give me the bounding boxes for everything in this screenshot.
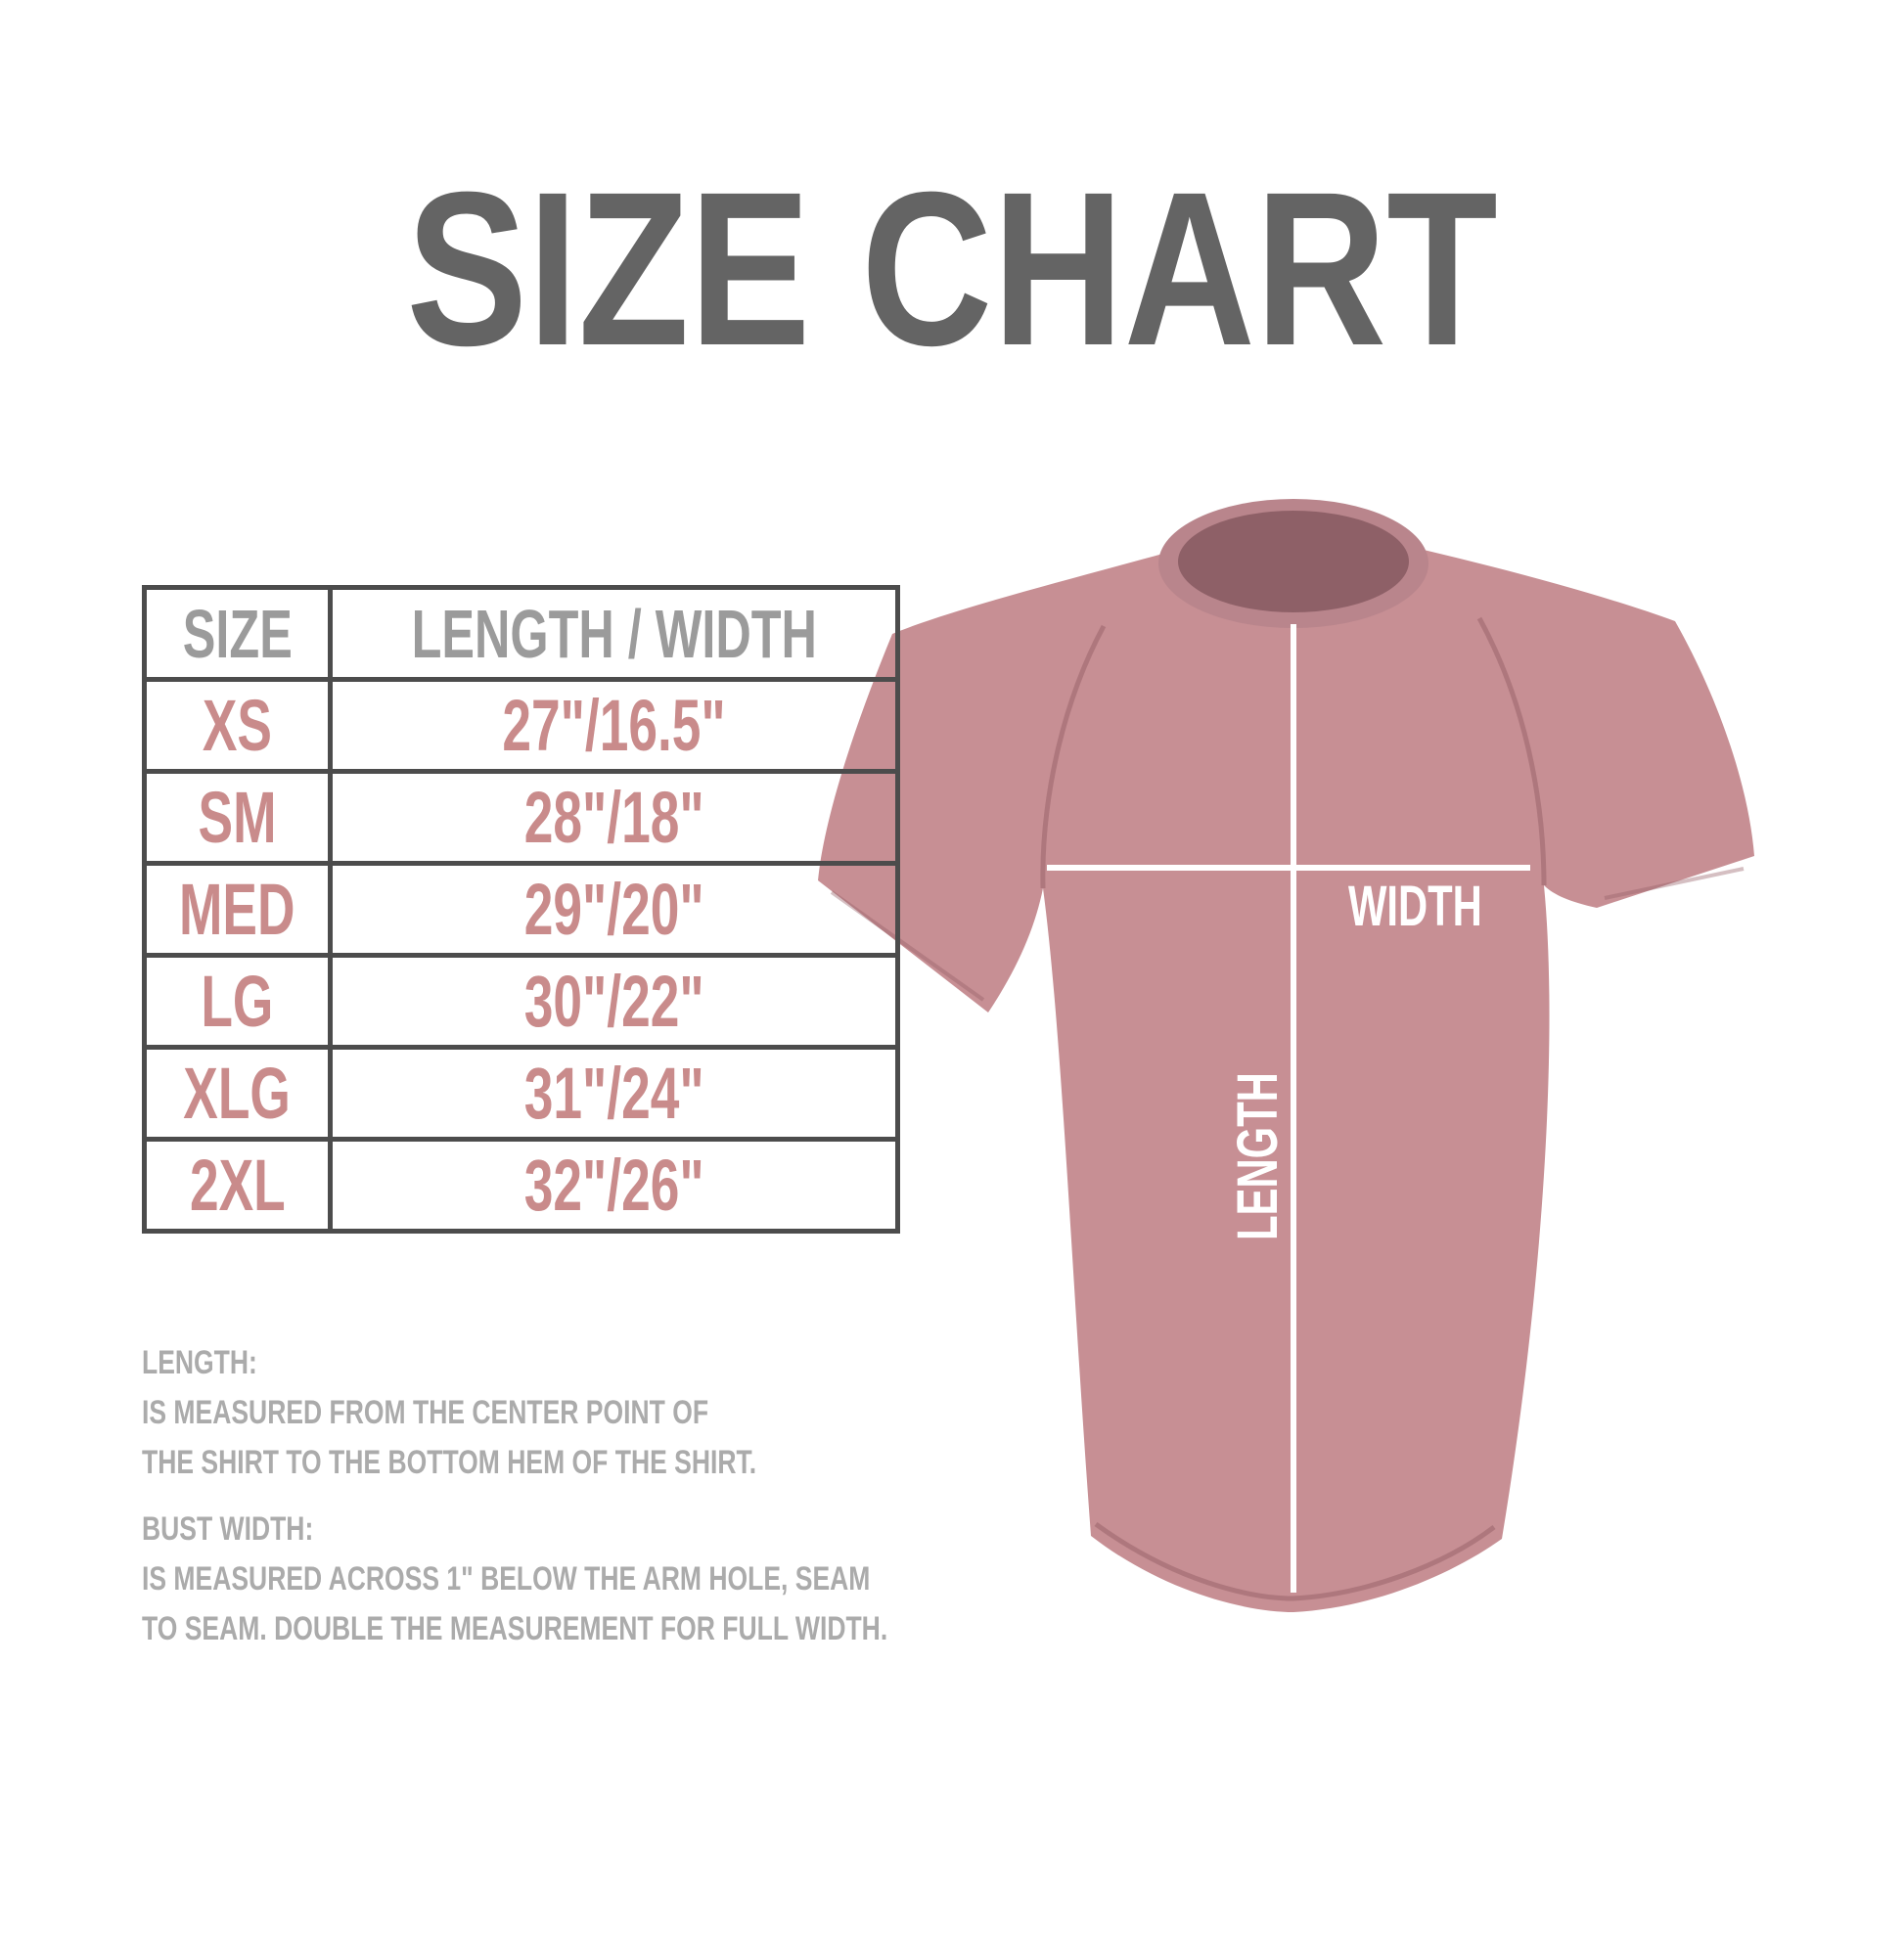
length-note-heading: LENGTH: [142, 1344, 257, 1381]
size-cell: 2XL [142, 1137, 333, 1234]
table-row: XS 27"/16.5" [142, 677, 901, 774]
bottom-hem-stitch [1094, 1521, 1496, 1601]
bust-width-note: BUST WIDTH: IS MEASURED ACROSS 1" BELOW … [142, 1505, 1098, 1654]
table-header-row: SIZE LENGTH / WIDTH [142, 585, 901, 682]
value-cell: 31"/24" [327, 1045, 901, 1142]
value-cell: 30"/22" [327, 953, 901, 1050]
length-label: LENGTH [1226, 1072, 1290, 1240]
table-row: SM 28"/18" [142, 769, 901, 866]
header-size: SIZE [142, 585, 333, 682]
length-measure-line [1291, 624, 1296, 1593]
page-title: SIZE CHART [0, 159, 1904, 379]
length-note: LENGTH: IS MEASURED FROM THE CENTER POIN… [142, 1338, 1098, 1488]
right-sleeve-hem-stitch [1604, 867, 1745, 900]
measurement-notes: LENGTH: IS MEASURED FROM THE CENTER POIN… [142, 1338, 1098, 1654]
table-row: MED 29"/20" [142, 861, 901, 958]
size-cell: SM [142, 769, 333, 866]
size-table: SIZE LENGTH / WIDTH XS 27"/16.5" SM 28"/… [142, 585, 901, 1234]
size-cell: MED [142, 861, 333, 958]
size-cell: XLG [142, 1045, 333, 1142]
value-cell: 32"/26" [327, 1137, 901, 1234]
left-armhole-seam [1040, 624, 1107, 889]
length-note-line: IS MEASURED FROM THE CENTER POINT OF [142, 1394, 709, 1431]
length-note-line: THE SHIRT TO THE BOTTOM HEM OF THE SHIRT… [142, 1444, 757, 1481]
size-cell: XS [142, 677, 333, 774]
width-label: WIDTH [1348, 875, 1482, 938]
size-cell: LG [142, 953, 333, 1050]
value-cell: 28"/18" [327, 769, 901, 866]
table-row: LG 30"/22" [142, 953, 901, 1050]
width-measure-line [1047, 865, 1530, 871]
header-length-width: LENGTH / WIDTH [327, 585, 901, 682]
tshirt-body [818, 523, 1754, 1612]
bust-note-line: TO SEAM. DOUBLE THE MEASUREMENT FOR FULL… [142, 1610, 888, 1647]
bust-note-line: IS MEASURED ACROSS 1" BELOW THE ARM HOLE… [142, 1560, 871, 1598]
right-armhole-seam [1476, 616, 1547, 886]
page-title-text: SIZE CHART [406, 147, 1498, 391]
value-cell: 29"/20" [327, 861, 901, 958]
table-row: 2XL 32"/26" [142, 1137, 901, 1234]
bust-note-heading: BUST WIDTH: [142, 1510, 314, 1548]
table-row: XLG 31"/24" [142, 1045, 901, 1142]
value-cell: 27"/16.5" [327, 677, 901, 774]
neck-opening [1178, 511, 1409, 612]
